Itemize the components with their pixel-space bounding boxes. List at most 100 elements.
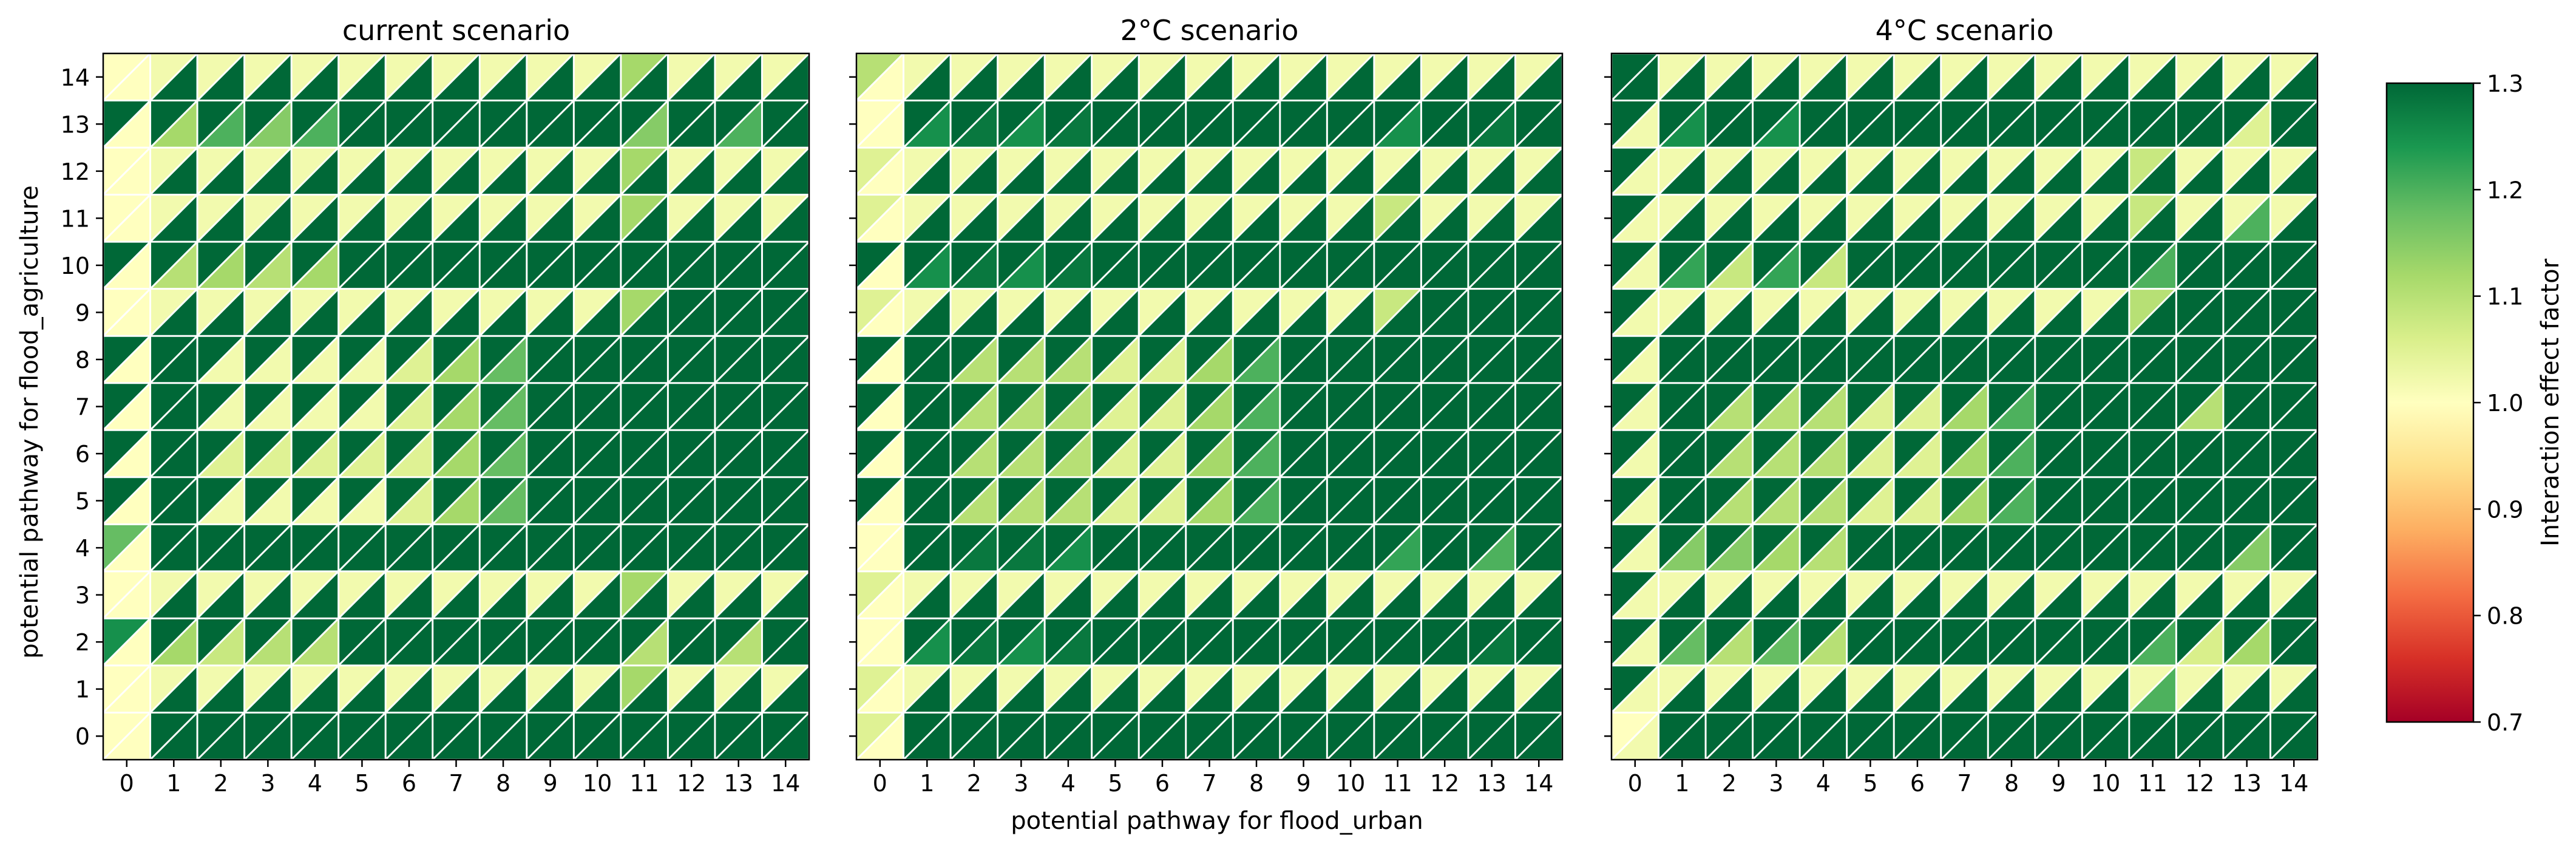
cell-diagonal — [291, 476, 339, 525]
cell-diagonal — [291, 288, 339, 337]
cell-diagonal — [1893, 570, 1942, 619]
cell-diagonal — [620, 429, 669, 478]
cell-diagonal — [1610, 100, 1659, 149]
x-tick-label: 9 — [543, 770, 557, 797]
cell-diagonal — [2222, 100, 2271, 149]
x-tick-label: 12 — [677, 770, 706, 797]
cell-diagonal — [2269, 288, 2319, 337]
cell-diagonal — [855, 288, 904, 337]
cell-diagonal — [714, 147, 763, 196]
cell-diagonal — [2269, 476, 2319, 525]
colorbar-tick-label: 1.2 — [2487, 177, 2523, 203]
cell-diagonal — [997, 523, 1046, 572]
cell-diagonal — [1658, 241, 1707, 290]
cell-diagonal — [1185, 664, 1234, 714]
cell-diagonal — [149, 382, 198, 431]
cell-diagonal — [149, 288, 198, 337]
cell-diagonal — [1893, 194, 1942, 243]
heatmap-cell-upper — [1846, 148, 1894, 195]
cell-diagonal — [667, 147, 716, 196]
cell-diagonal — [1705, 570, 1754, 619]
cell-diagonal — [1044, 147, 1093, 196]
cell-diagonal — [1705, 335, 1754, 384]
cell-diagonal — [385, 382, 433, 431]
cell-diagonal — [1514, 570, 1564, 619]
cell-diagonal — [1752, 429, 1801, 478]
cell-diagonal — [1846, 570, 1895, 619]
cell-diagonal — [903, 194, 952, 243]
cell-diagonal — [1232, 523, 1281, 572]
cell-diagonal — [432, 147, 481, 196]
cell-diagonal — [197, 194, 245, 243]
cell-diagonal — [1044, 618, 1093, 666]
heatmap-cell-upper — [1233, 194, 1280, 242]
cell-diagonal — [1279, 523, 1328, 572]
x-tick-label: 1 — [920, 770, 934, 797]
cell-diagonal — [1658, 100, 1707, 149]
cell-diagonal — [1846, 429, 1895, 478]
cell-diagonal — [1373, 194, 1422, 243]
cell-diagonal — [1326, 712, 1375, 761]
cell-diagonal — [149, 100, 198, 149]
heatmap-cell-upper — [1233, 571, 1280, 619]
cell-diagonal — [1752, 618, 1801, 666]
cell-diagonal — [667, 664, 716, 714]
cell-diagonal — [1232, 147, 1281, 196]
cell-diagonal — [1514, 382, 1564, 431]
x-tick-label: 8 — [1249, 770, 1264, 797]
cell-diagonal — [1705, 194, 1754, 243]
cell-diagonal — [1846, 194, 1895, 243]
cell-diagonal — [950, 241, 998, 290]
cell-diagonal — [1514, 194, 1564, 243]
cell-diagonal — [1658, 382, 1707, 431]
x-tick-label: 5 — [1863, 770, 1877, 797]
cell-diagonal — [1044, 288, 1093, 337]
cell-diagonal — [1846, 52, 1895, 101]
cell-diagonal — [291, 100, 339, 149]
cell-diagonal — [2081, 52, 2130, 101]
cell-diagonal — [526, 52, 575, 101]
cell-diagonal — [1373, 523, 1422, 572]
cell-diagonal — [1373, 100, 1422, 149]
cell-diagonal — [1279, 712, 1328, 761]
cell-diagonal — [1326, 241, 1375, 290]
cell-diagonal — [2081, 194, 2130, 243]
cell-diagonal — [573, 523, 622, 572]
cell-diagonal — [526, 147, 575, 196]
heatmap-cell-upper — [620, 618, 668, 666]
cell-diagonal — [2222, 618, 2271, 666]
cell-diagonal — [2175, 194, 2224, 243]
cell-diagonal — [714, 618, 763, 666]
cell-diagonal — [1987, 523, 2036, 572]
cell-diagonal — [291, 618, 339, 666]
cell-diagonal — [1987, 476, 2036, 525]
cell-diagonal — [1799, 100, 1848, 149]
cell-diagonal — [1610, 382, 1659, 431]
cell-diagonal — [1799, 712, 1848, 761]
cell-diagonal — [1893, 476, 1942, 525]
cell-diagonal — [2222, 570, 2271, 619]
cell-diagonal — [1044, 712, 1093, 761]
cell-diagonal — [2175, 570, 2224, 619]
cell-diagonal — [950, 147, 998, 196]
y-tick-label: 11 — [61, 205, 90, 232]
cell-diagonal — [337, 52, 387, 101]
cell-diagonal — [243, 288, 293, 337]
cell-diagonal — [573, 100, 622, 149]
cell-diagonal — [714, 429, 763, 478]
cell-diagonal — [291, 664, 339, 714]
x-tick-label: 2 — [967, 770, 981, 797]
cell-diagonal — [197, 712, 245, 761]
cell-diagonal — [2222, 147, 2271, 196]
cell-diagonal — [102, 429, 151, 478]
cell-diagonal — [1514, 523, 1564, 572]
cell-diagonal — [1420, 335, 1469, 384]
cell-diagonal — [1799, 288, 1848, 337]
y-tick-label: 9 — [75, 299, 90, 326]
cell-diagonal — [1846, 100, 1895, 149]
cell-diagonal — [291, 241, 339, 290]
cell-diagonal — [620, 523, 669, 572]
cell-diagonal — [950, 194, 998, 243]
cell-diagonal — [385, 100, 433, 149]
cell-diagonal — [2034, 241, 2083, 290]
